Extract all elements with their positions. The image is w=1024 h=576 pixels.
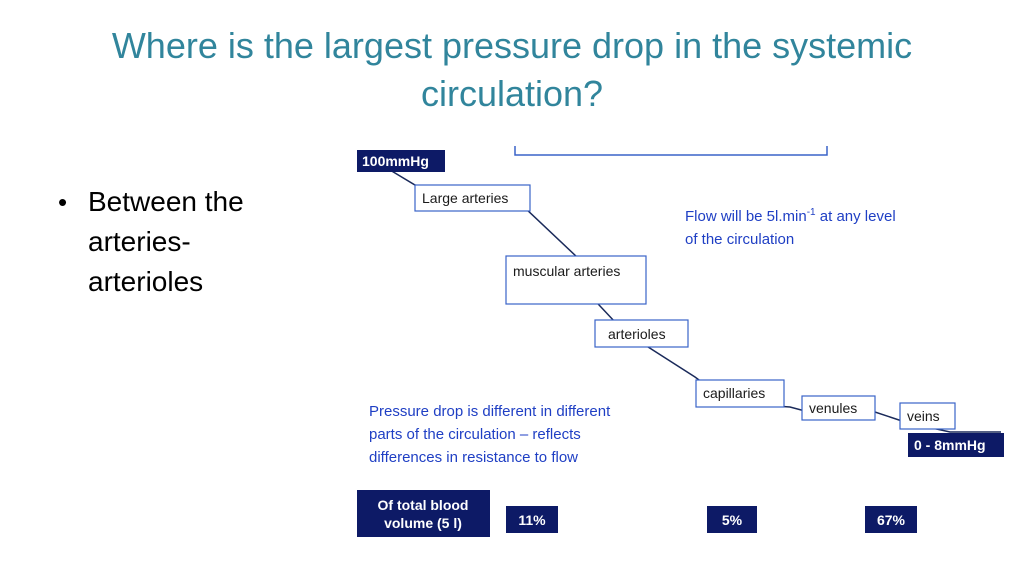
svg-text:67%: 67% xyxy=(877,512,906,528)
svg-text:muscular arteries: muscular arteries xyxy=(513,263,620,279)
svg-text:Pressure drop is different in: Pressure drop is different in different xyxy=(369,403,611,420)
svg-text:of the circulation: of the circulation xyxy=(685,231,794,248)
svg-text:11%: 11% xyxy=(518,512,546,528)
bullet-list: Between the arteries-arterioles xyxy=(58,182,248,302)
svg-text:Of total blood: Of total blood xyxy=(378,497,469,513)
svg-text:5%: 5% xyxy=(722,512,743,528)
svg-text:volume (5 l): volume (5 l) xyxy=(384,515,462,531)
capillaries-volume-badge: 5% xyxy=(707,506,757,533)
pressure-line xyxy=(389,169,1001,433)
pressure-note: Pressure drop is different in different … xyxy=(369,403,611,466)
capillaries-box: capillaries xyxy=(695,379,785,408)
start-pressure-label: 100mmHg xyxy=(357,150,445,172)
svg-text:100mmHg: 100mmHg xyxy=(362,153,429,169)
svg-text:capillaries: capillaries xyxy=(703,385,765,401)
slide-title: Where is the largest pressure drop in th… xyxy=(111,25,913,114)
svg-text:Flow will be 5l.min-1 at any l: Flow will be 5l.min-1 at any level xyxy=(685,207,896,225)
svg-text:differences in resistance to f: differences in resistance to flow xyxy=(369,449,578,466)
svg-text:Large arteries: Large arteries xyxy=(422,190,508,206)
muscular-arteries-box: muscular arteries xyxy=(505,255,647,305)
svg-text:0 - 8mmHg: 0 - 8mmHg xyxy=(914,437,986,453)
bullet-item: Between the arteries-arterioles xyxy=(58,182,248,302)
arterioles-box: arterioles xyxy=(594,319,689,348)
svg-text:venules: venules xyxy=(809,400,857,416)
blood-volume-label: Of total blood volume (5 l) xyxy=(357,490,490,537)
svg-text:parts of the circulation – ref: parts of the circulation – reflects xyxy=(369,426,581,443)
large-arteries-box: Large arteries xyxy=(414,184,531,212)
veins-box: veins xyxy=(899,402,956,430)
svg-text:arterioles: arterioles xyxy=(608,326,666,342)
flow-note: Flow will be 5l.min-1 at any level of th… xyxy=(685,207,896,248)
partial-top-box xyxy=(514,146,828,156)
venules-box: venules xyxy=(801,395,876,421)
arteries-volume-badge: 11% xyxy=(506,506,558,533)
end-pressure-label: 0 - 8mmHg xyxy=(908,433,1004,457)
veins-volume-badge: 67% xyxy=(865,506,917,533)
svg-text:veins: veins xyxy=(907,408,940,424)
